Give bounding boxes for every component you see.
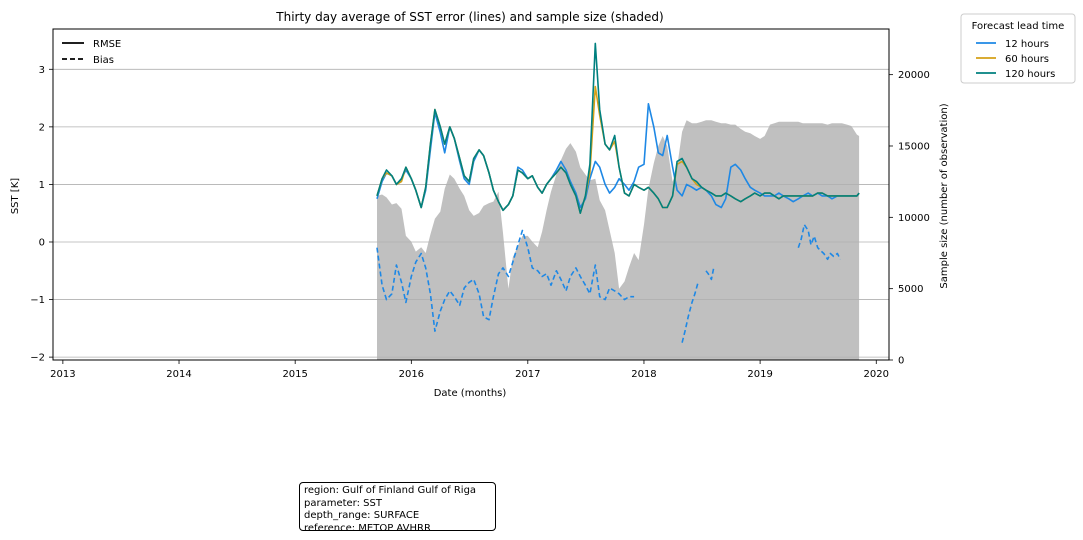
series-12-hours-bias-segment-2 [681, 282, 699, 343]
info-region: region: Gulf of Finland Gulf of Riga [304, 485, 477, 496]
sample-size-area [377, 120, 860, 360]
series-12-hours-bias-segment-4 [797, 223, 842, 261]
gridlines [53, 68, 889, 358]
y2-axis-title: Sample size (number of observation) [939, 103, 950, 288]
y-tick-label: 0 [39, 237, 45, 248]
plot-frame [52, 28, 890, 361]
y2-tick-label: 0 [898, 356, 904, 367]
series-12-hours-bias-segment-3 [705, 267, 715, 281]
x-tick-label: 2013 [50, 369, 75, 380]
x-tick-label: 2019 [747, 369, 772, 380]
x-tick-label: 2016 [399, 369, 424, 380]
y-tick-label: 2 [39, 122, 45, 133]
x-tick-label: 2014 [166, 369, 191, 380]
chart-title: Thirty day average of SST error (lines) … [275, 10, 663, 24]
info-depth-range: depth_range: SURFACE [304, 510, 420, 521]
x-tick-label: 2015 [282, 369, 307, 380]
series-12-hours-bias-segment-1 [376, 229, 635, 332]
lead-time-legend-frame [960, 13, 1076, 84]
info-parameter: parameter: SST [304, 497, 382, 509]
y2-tick-label: 5000 [898, 284, 923, 295]
info-box: region: Gulf of Finland Gulf of Riga par… [299, 482, 496, 534]
x-axis-ticks: 2013 2014 2015 2016 2017 2018 2019 2020 [50, 360, 889, 380]
y-tick-label: −1 [30, 295, 45, 306]
y2-tick-label: 20000 [898, 70, 930, 81]
y2-axis-ticks: 0 5000 10000 15000 20000 [889, 70, 930, 367]
y-tick-label: 1 [39, 180, 45, 191]
x-tick-label: 2017 [515, 369, 540, 380]
x-tick-label: 2020 [864, 369, 889, 380]
legend-bias-label: Bias [93, 55, 114, 66]
legend-60h-label: 60 hours [1005, 54, 1049, 65]
legend-rmse-label: RMSE [93, 39, 121, 50]
y-tick-label: 3 [39, 65, 45, 76]
y2-tick-label: 10000 [898, 213, 930, 224]
info-reference: reference: METOP AVHRR [304, 522, 431, 534]
lead-time-legend-title: Forecast lead time [972, 21, 1065, 32]
y-axis-title: SST [K] [10, 178, 21, 214]
y-axis-ticks: −2 −1 0 1 2 3 [30, 65, 53, 364]
x-tick-label: 2018 [631, 369, 656, 380]
lead-time-legend: Forecast lead time 12 hours 60 hours 120… [960, 13, 1076, 84]
legend-12h-label: 12 hours [1005, 39, 1049, 50]
series-120-hours-rmse-line [376, 42, 860, 214]
x-axis-title: Date (months) [434, 388, 507, 399]
y2-tick-label: 15000 [898, 141, 930, 152]
series-lines [376, 42, 860, 343]
y-tick-label: −2 [30, 353, 45, 364]
legend-120h-label: 120 hours [1005, 69, 1055, 80]
sample-size-area-layer [377, 120, 860, 360]
style-legend: RMSE Bias [62, 39, 121, 66]
